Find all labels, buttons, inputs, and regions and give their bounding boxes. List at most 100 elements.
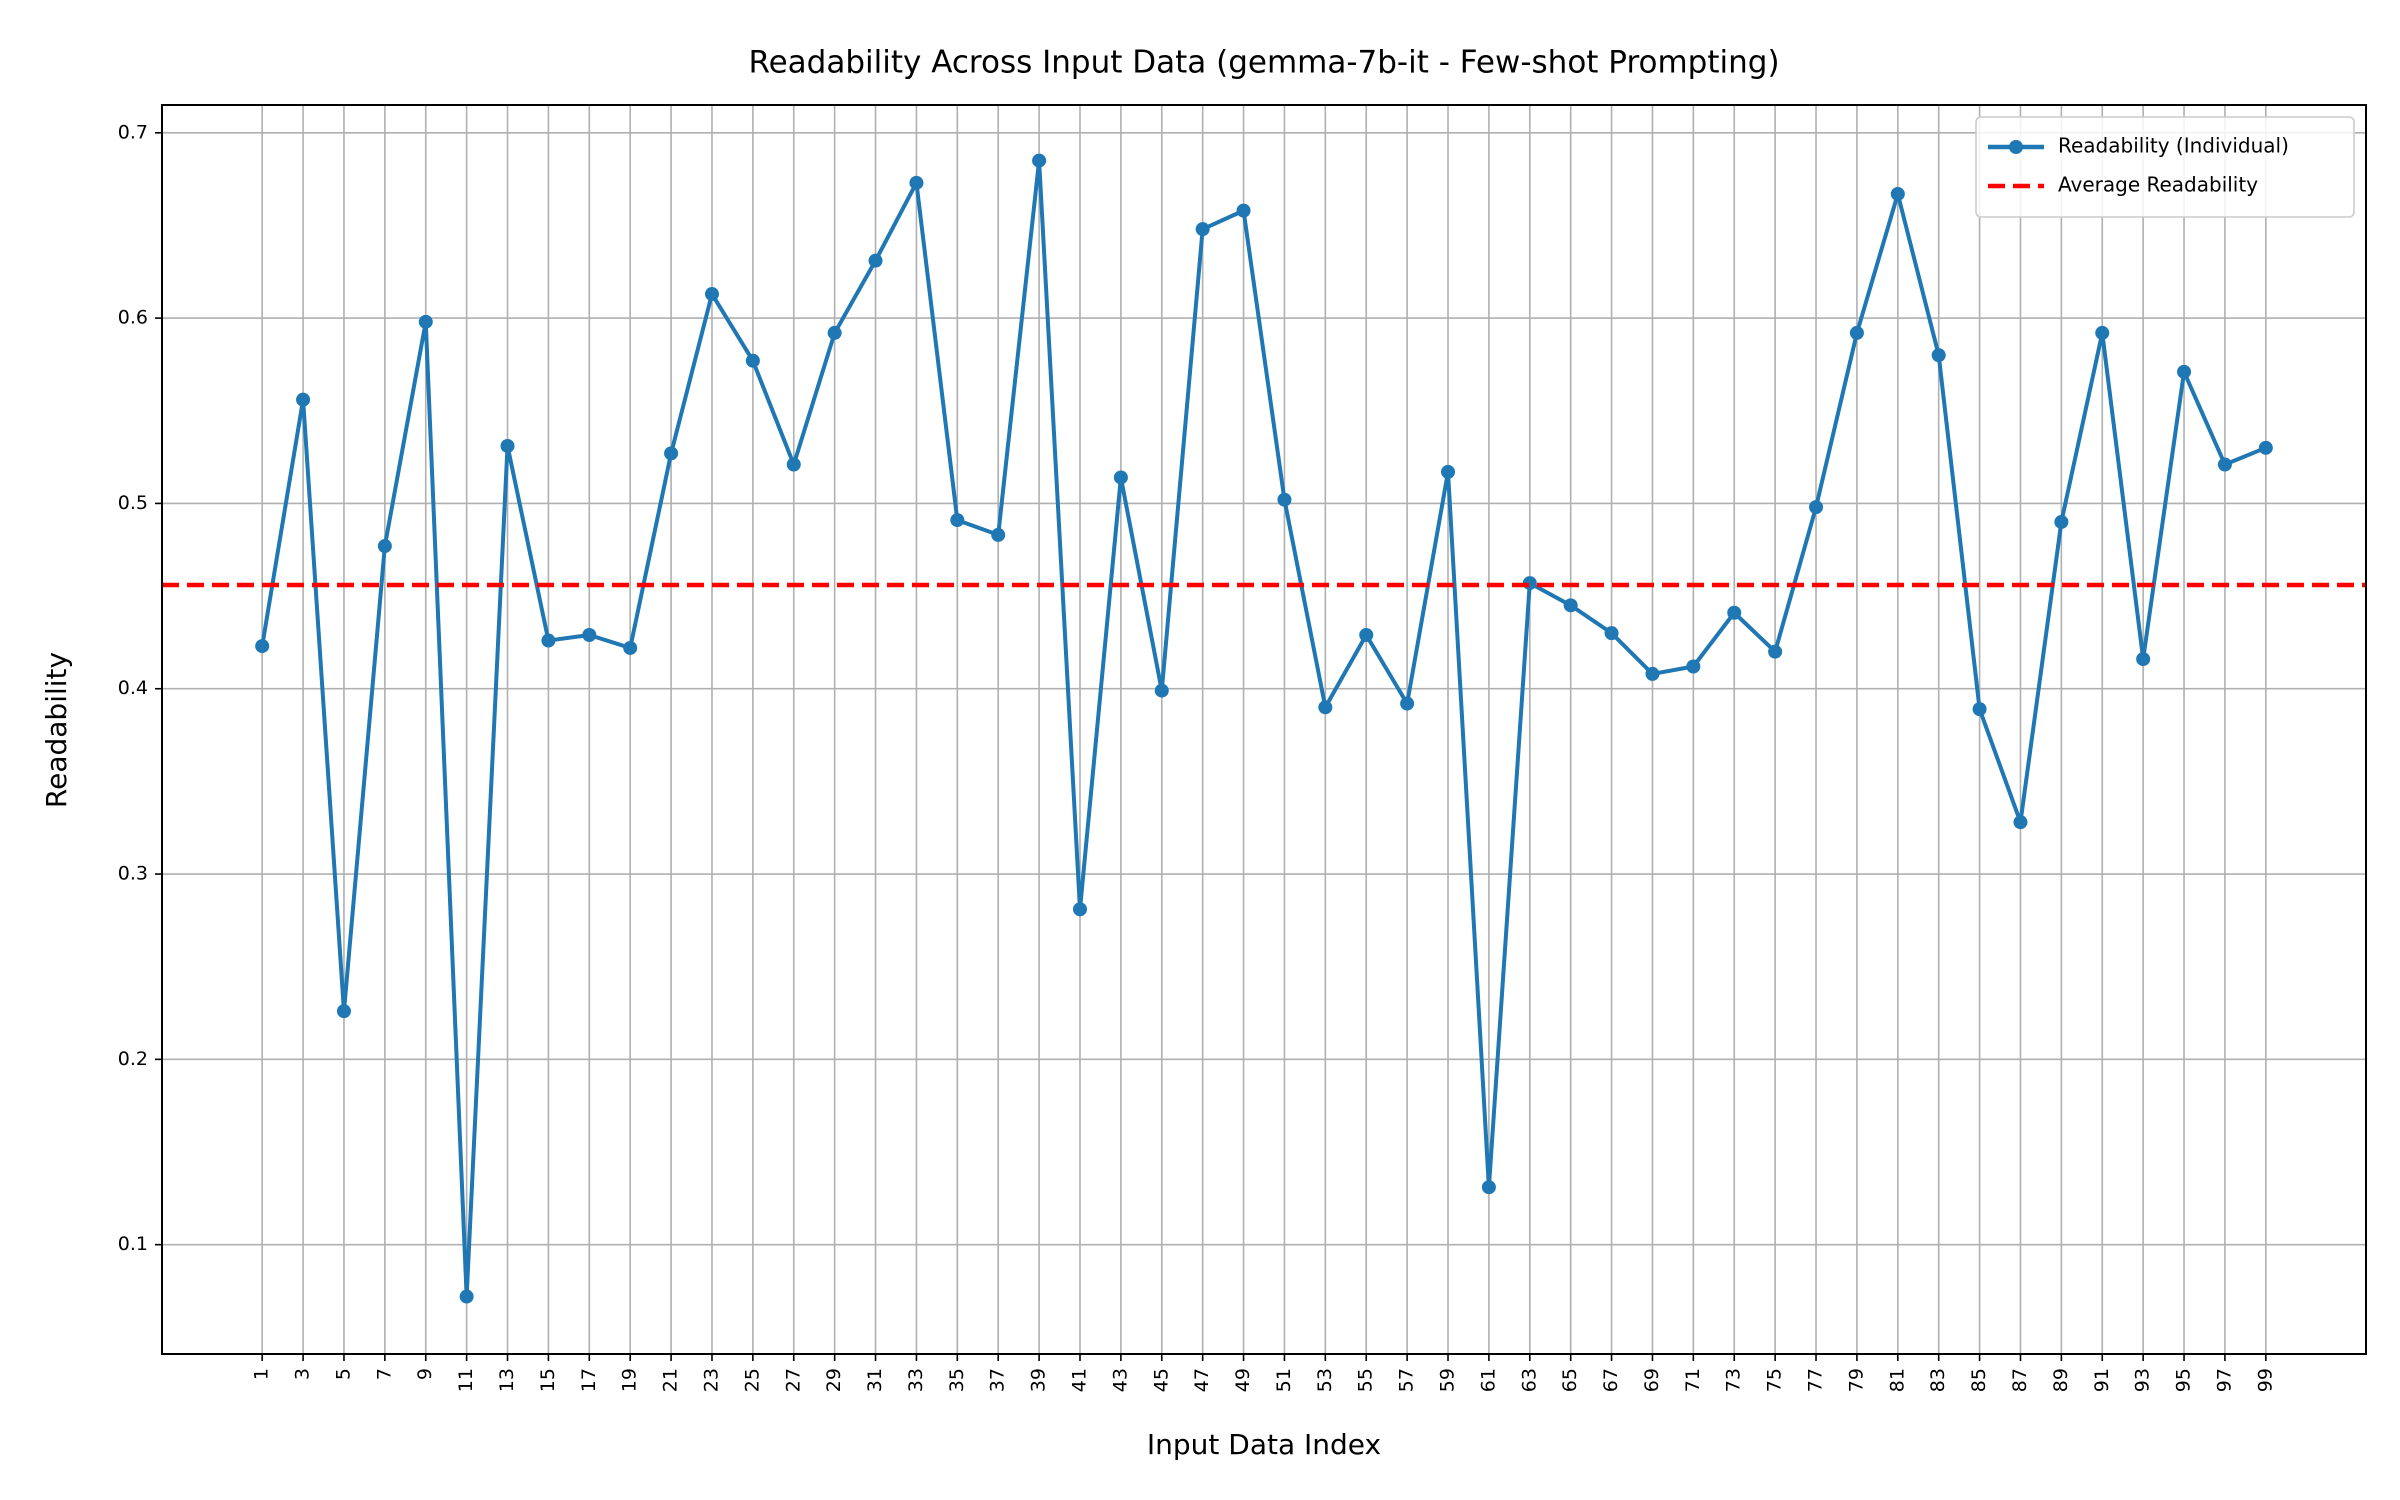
plot-frame: [161, 104, 2367, 1355]
data-point: [1318, 700, 1333, 715]
data-point: [541, 633, 556, 648]
x-tick-label: 33: [905, 1368, 927, 1392]
x-tick-label: 57: [1396, 1368, 1418, 1392]
x-tick-label: 21: [660, 1368, 682, 1392]
x-tick-label: 69: [1641, 1368, 1663, 1392]
x-tick-label: 85: [1968, 1368, 1990, 1392]
y-tick-label: 0.2: [118, 1048, 148, 1070]
x-tick-label: 99: [2254, 1368, 2276, 1392]
data-point: [1400, 696, 1415, 711]
x-tick-label: 97: [2213, 1368, 2235, 1392]
x-tick-label: 55: [1355, 1368, 1377, 1392]
data-point: [2095, 325, 2110, 340]
y-axis-label: Readability: [40, 652, 73, 808]
x-tick-label: 37: [987, 1368, 1009, 1392]
data-point: [2136, 652, 2151, 667]
data-point: [950, 513, 965, 528]
x-tick-label: 15: [537, 1368, 559, 1392]
y-tick-label: 0.4: [118, 677, 148, 699]
x-tick-label: 29: [823, 1368, 845, 1392]
legend-marker: [2009, 140, 2023, 154]
legend-label: Readability (Individual): [2058, 134, 2289, 158]
chart-title: Readability Across Input Data (gemma-7b-…: [748, 45, 1779, 81]
x-tick-label: 63: [1518, 1368, 1540, 1392]
x-tick-label: 25: [741, 1368, 763, 1392]
x-tick-label: 39: [1028, 1368, 1050, 1392]
data-point: [1890, 186, 1905, 201]
x-tick-label: 1: [251, 1368, 273, 1380]
data-point: [255, 639, 270, 654]
data-point: [2258, 440, 2273, 455]
x-tick-label: 35: [946, 1368, 968, 1392]
x-tick-label: 45: [1150, 1368, 1172, 1392]
x-tick-label: 71: [1682, 1368, 1704, 1392]
data-point: [623, 640, 638, 655]
x-tick-label: 83: [1927, 1368, 1949, 1392]
x-tick-label: 89: [2050, 1368, 2072, 1392]
data-point: [1849, 325, 1864, 340]
x-tick-label: 27: [782, 1368, 804, 1392]
x-tick-label: 43: [1109, 1368, 1131, 1392]
x-tick-label: 61: [1477, 1368, 1499, 1392]
data-point: [704, 287, 719, 302]
data-point: [868, 253, 883, 268]
x-tick-label: 9: [414, 1368, 436, 1380]
data-point: [1686, 659, 1701, 674]
x-tick-label: 49: [1232, 1368, 1254, 1392]
x-tick-label: 47: [1191, 1368, 1213, 1392]
data-point: [1236, 203, 1251, 218]
x-tick-label: 93: [2132, 1368, 2154, 1392]
data-point: [377, 539, 392, 554]
data-point: [827, 325, 842, 340]
x-tick-label: 5: [332, 1368, 354, 1380]
y-tick-label: 0.7: [118, 121, 148, 143]
x-tick-label: 11: [455, 1368, 477, 1392]
data-point: [2177, 364, 2192, 379]
data-point: [459, 1289, 474, 1304]
x-tick-label: 81: [1886, 1368, 1908, 1392]
x-tick-label: 17: [578, 1368, 600, 1392]
x-tick-label: 23: [700, 1368, 722, 1392]
y-tick-label: 0.1: [118, 1233, 148, 1255]
x-tick-label: 95: [2173, 1368, 2195, 1392]
data-point: [418, 314, 433, 329]
data-point: [296, 392, 311, 407]
data-point: [1072, 902, 1087, 917]
y-tick-label: 0.6: [118, 307, 148, 329]
data-point: [1277, 492, 1292, 507]
data-point: [1809, 500, 1824, 515]
data-point: [1563, 598, 1578, 613]
data-point: [991, 527, 1006, 542]
data-point: [1645, 666, 1660, 681]
data-point: [1972, 702, 1987, 717]
data-point: [582, 627, 597, 642]
data-point: [909, 175, 924, 190]
data-point: [1359, 627, 1374, 642]
x-tick-label: 75: [1764, 1368, 1786, 1392]
data-point: [1113, 470, 1128, 485]
data-point: [1768, 644, 1783, 659]
x-tick-label: 91: [2091, 1368, 2113, 1392]
data-point: [2054, 514, 2069, 529]
data-point: [1481, 1180, 1496, 1195]
data-point: [1727, 605, 1742, 620]
y-tick-label: 0.3: [118, 863, 148, 885]
x-tick-label: 51: [1273, 1368, 1295, 1392]
x-tick-label: 67: [1600, 1368, 1622, 1392]
data-line: [260, 158, 2267, 1299]
legend-label: Average Readability: [2058, 173, 2258, 197]
x-tick-label: 79: [1845, 1368, 1867, 1392]
data-point: [1604, 626, 1619, 641]
data-point: [1154, 683, 1169, 698]
data-point: [786, 457, 801, 472]
x-tick-label: 7: [373, 1368, 395, 1380]
x-tick-label: 65: [1559, 1368, 1581, 1392]
x-tick-label: 59: [1437, 1368, 1459, 1392]
data-point: [2217, 457, 2232, 472]
data-point: [1032, 153, 1047, 168]
data-point: [1931, 348, 1946, 363]
data-point: [1441, 464, 1456, 479]
data-point: [1195, 222, 1210, 237]
data-point: [500, 438, 515, 453]
